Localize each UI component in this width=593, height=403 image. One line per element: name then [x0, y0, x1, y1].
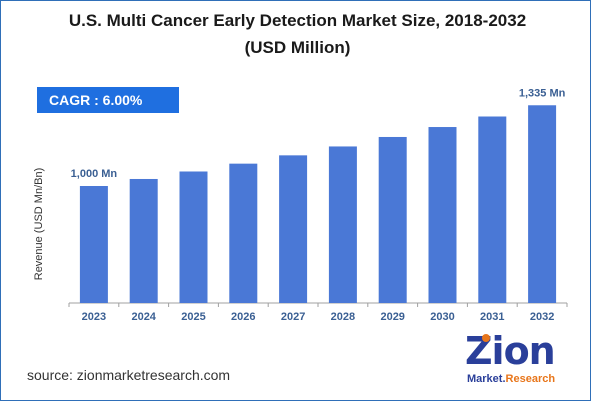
logo-sub-main: Market. — [467, 373, 506, 385]
x-tick-label: 2023 — [82, 311, 106, 323]
x-tick-label: 2026 — [231, 311, 255, 323]
bar-2023 — [79, 186, 108, 303]
bar-2031 — [478, 116, 507, 303]
x-tick-label: 2024 — [131, 311, 156, 323]
chart-title: U.S. Multi Cancer Early Detection Market… — [68, 11, 527, 30]
x-tick-label: 2031 — [480, 311, 504, 323]
data-label: 1,000 Mn — [71, 168, 118, 180]
cagr-badge: CAGR : 6.00% — [37, 87, 179, 113]
x-tick-label: 2028 — [331, 311, 355, 323]
logo-wordmark: Zion — [465, 329, 556, 373]
x-tick-label: 2030 — [430, 311, 454, 323]
logo-sub-accent: Research — [505, 373, 556, 385]
logo-dot-icon — [482, 334, 490, 342]
bar-2029 — [378, 136, 407, 303]
bar-2025 — [179, 171, 208, 303]
bar-2024 — [129, 178, 158, 303]
zion-logo: Zion Market.Research — [457, 329, 567, 391]
chart-subtitle: (USD Million) — [244, 38, 351, 57]
bar-2030 — [428, 127, 457, 303]
bar-2026 — [229, 163, 258, 303]
source-text: source: zionmarketresearch.com — [27, 367, 231, 383]
x-tick-label: 2029 — [380, 311, 404, 323]
x-tick-label: 2027 — [281, 311, 305, 323]
logo-subtitle: Market.Research — [467, 373, 555, 385]
x-tick-label: 2025 — [181, 311, 205, 323]
data-label: 1,335 Mn — [519, 87, 566, 99]
bar-2028 — [328, 146, 357, 303]
bar-2032 — [528, 105, 557, 304]
bar-2027 — [279, 155, 308, 303]
x-tick-label: 2032 — [530, 311, 554, 323]
